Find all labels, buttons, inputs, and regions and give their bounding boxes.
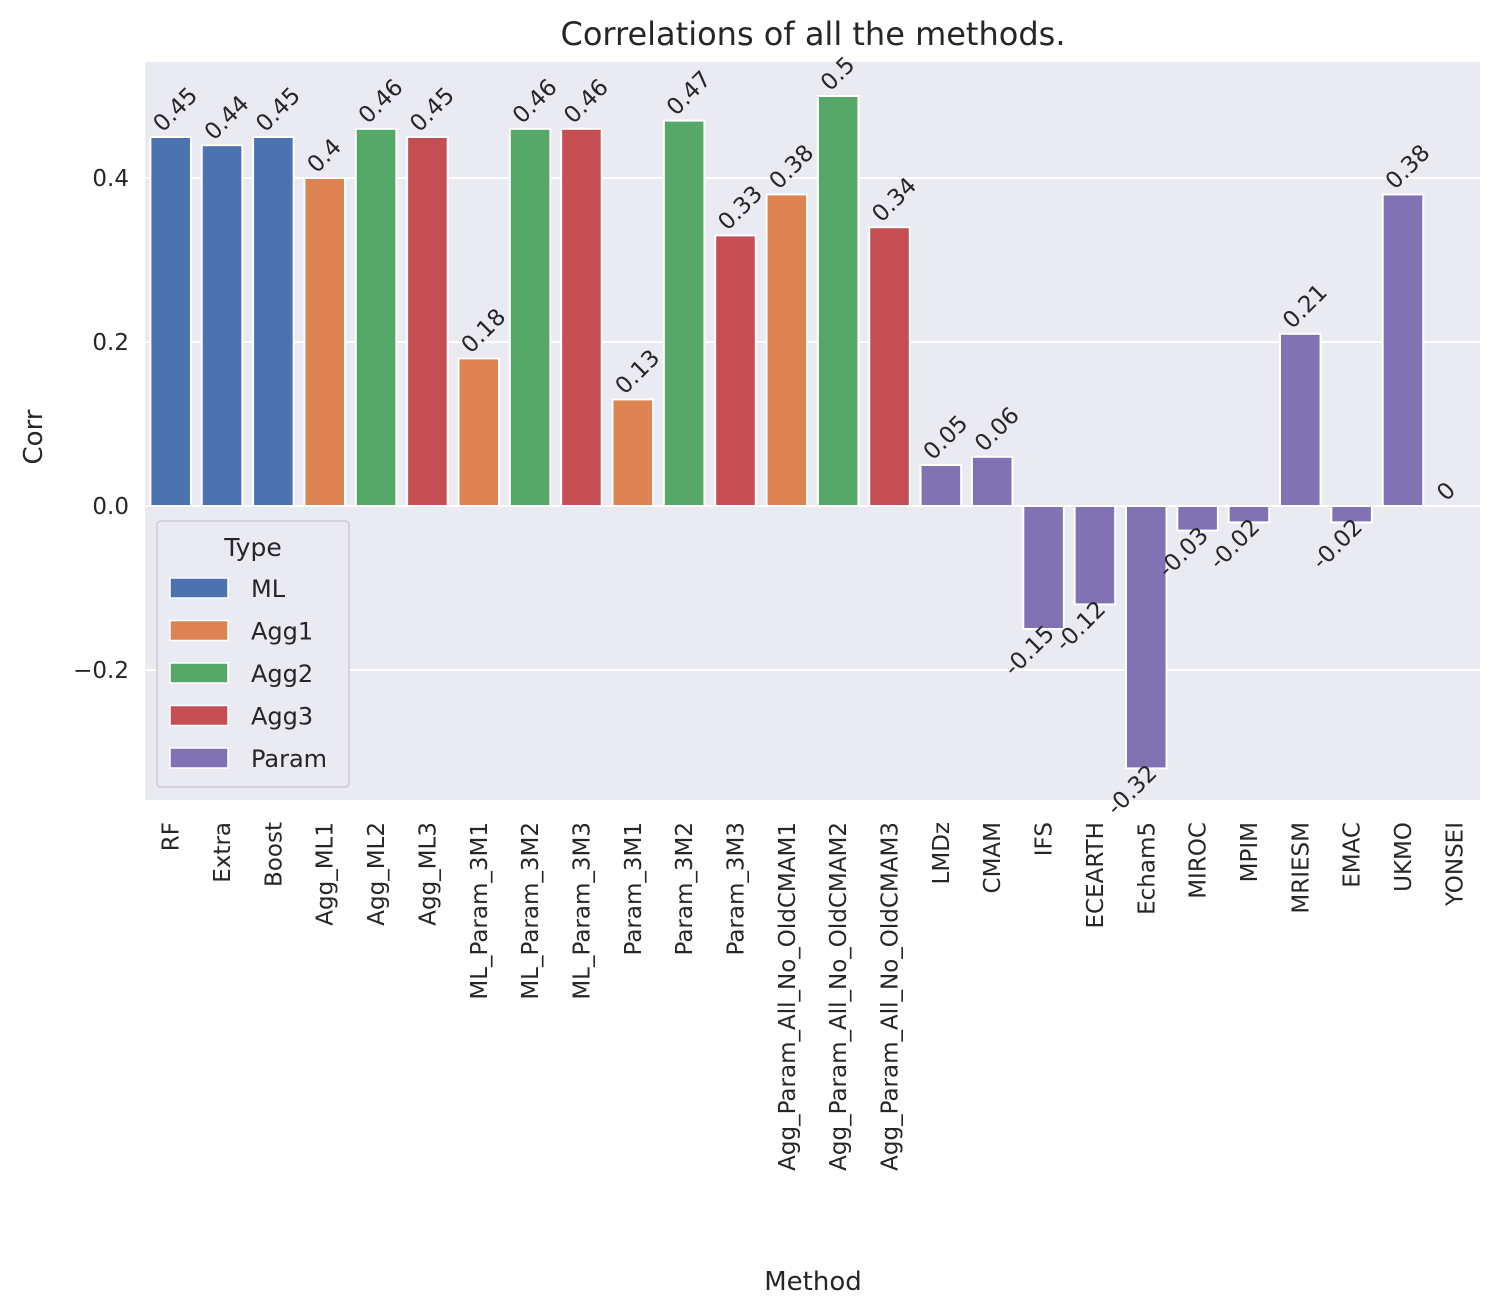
legend-label: Agg3 — [251, 703, 313, 731]
x-tick-label: LMDz — [929, 822, 955, 884]
x-tick-label: Agg_ML2 — [364, 822, 390, 926]
bars — [149, 95, 1425, 770]
legend-swatch — [169, 747, 229, 769]
bar-boost — [252, 136, 295, 507]
bar-agg_ml3 — [406, 136, 449, 507]
x-tick-label: Param_3M3 — [723, 822, 749, 956]
bar-ecearth — [1073, 505, 1117, 606]
bar-agg_param_all_no_oldcmam1 — [765, 193, 809, 507]
x-tick-label: Agg_Param_All_No_OldCMAM3 — [878, 822, 904, 1171]
x-tick-label: MPIM — [1237, 822, 1263, 882]
legend-label: Agg1 — [251, 618, 313, 646]
bar-agg_param_all_no_oldcmam3 — [868, 226, 911, 507]
x-tick-label: MIROC — [1186, 822, 1212, 899]
legend-swatch — [169, 704, 229, 727]
bar-ml_param_3m2 — [508, 127, 552, 508]
y-tick-label: 0.4 — [92, 166, 129, 192]
legend-label: ML — [251, 575, 286, 603]
bar-mpim — [1227, 505, 1271, 524]
x-tick-label: Echam5 — [1134, 822, 1160, 915]
bar-agg_param_all_no_oldcmam2 — [816, 95, 860, 507]
bar-miroc — [1176, 505, 1219, 532]
y-tick-label: −0.2 — [73, 658, 129, 684]
bar-emac — [1330, 505, 1373, 524]
bar-rf — [149, 136, 192, 507]
bar-ml_param_3m1 — [457, 357, 501, 507]
chart-title: Correlations of all the methods. — [561, 15, 1066, 53]
x-tick-label: UKMO — [1391, 822, 1417, 892]
bar-param_3m2 — [662, 119, 706, 507]
x-tick-label: ML_Param_3M2 — [518, 822, 544, 1000]
x-tick-label: RF — [159, 822, 185, 851]
x-tick-label: MRIESM — [1288, 822, 1314, 914]
x-tick-label: ML_Param_3M3 — [569, 822, 595, 1000]
x-tick-label: Param_3M2 — [672, 822, 698, 956]
bar-mriesm — [1279, 332, 1322, 507]
bar-lmdz — [919, 464, 963, 507]
bar-agg_ml1 — [303, 177, 346, 507]
bar-extra — [200, 144, 244, 507]
legend: Type ML Agg1 Agg2 Agg3 Param — [156, 520, 350, 788]
legend-label: Param — [251, 745, 327, 773]
bar-param_3m1 — [611, 398, 655, 507]
x-tick-label: Agg_ML1 — [313, 822, 339, 926]
x-tick-label: ECEARTH — [1083, 822, 1109, 929]
x-tick-label: Param_3M1 — [621, 822, 647, 956]
x-tick-label: Agg_Param_All_No_OldCMAM2 — [826, 822, 852, 1171]
legend-swatch — [169, 662, 229, 684]
legend-swatch — [169, 577, 229, 599]
bar-param_3m3 — [714, 234, 757, 507]
x-tick-label: Boost — [261, 822, 287, 887]
bar-ifs — [1022, 505, 1065, 630]
y-axis-label: Corr — [19, 409, 49, 464]
x-tick-label: EMAC — [1340, 822, 1366, 888]
x-axis-label: Method — [764, 1267, 862, 1297]
y-axis-ticks: −0.2 0.0 0.2 0.4 — [73, 166, 129, 684]
y-tick-label: 0.0 — [92, 494, 129, 520]
legend-swatch — [169, 619, 229, 642]
bar-echam5 — [1124, 505, 1168, 770]
x-tick-label: IFS — [1032, 822, 1058, 856]
bar-agg_ml2 — [354, 127, 398, 508]
x-tick-label: Extra — [210, 822, 236, 883]
bar-ml_param_3m3 — [560, 127, 603, 508]
x-tick-label: CMAM — [980, 822, 1006, 893]
bar-cmam — [970, 455, 1014, 507]
x-tick-label: ML_Param_3M1 — [467, 822, 493, 1000]
legend-title: Type — [223, 533, 281, 562]
legend-label: Agg2 — [251, 660, 313, 688]
bar-ukmo — [1381, 193, 1425, 507]
legend-entries: ML Agg1 Agg2 Agg3 Param — [169, 575, 327, 773]
x-axis-ticks: RF Extra Boost Agg_ML1 Agg_ML2 Agg_ML3 ML_Para… — [159, 822, 1469, 1171]
x-tick-label: Agg_ML3 — [415, 822, 441, 926]
x-tick-label: YONSEI — [1442, 822, 1468, 907]
y-tick-label: 0.2 — [92, 330, 129, 356]
x-tick-label: Agg_Param_All_No_OldCMAM1 — [775, 822, 801, 1171]
